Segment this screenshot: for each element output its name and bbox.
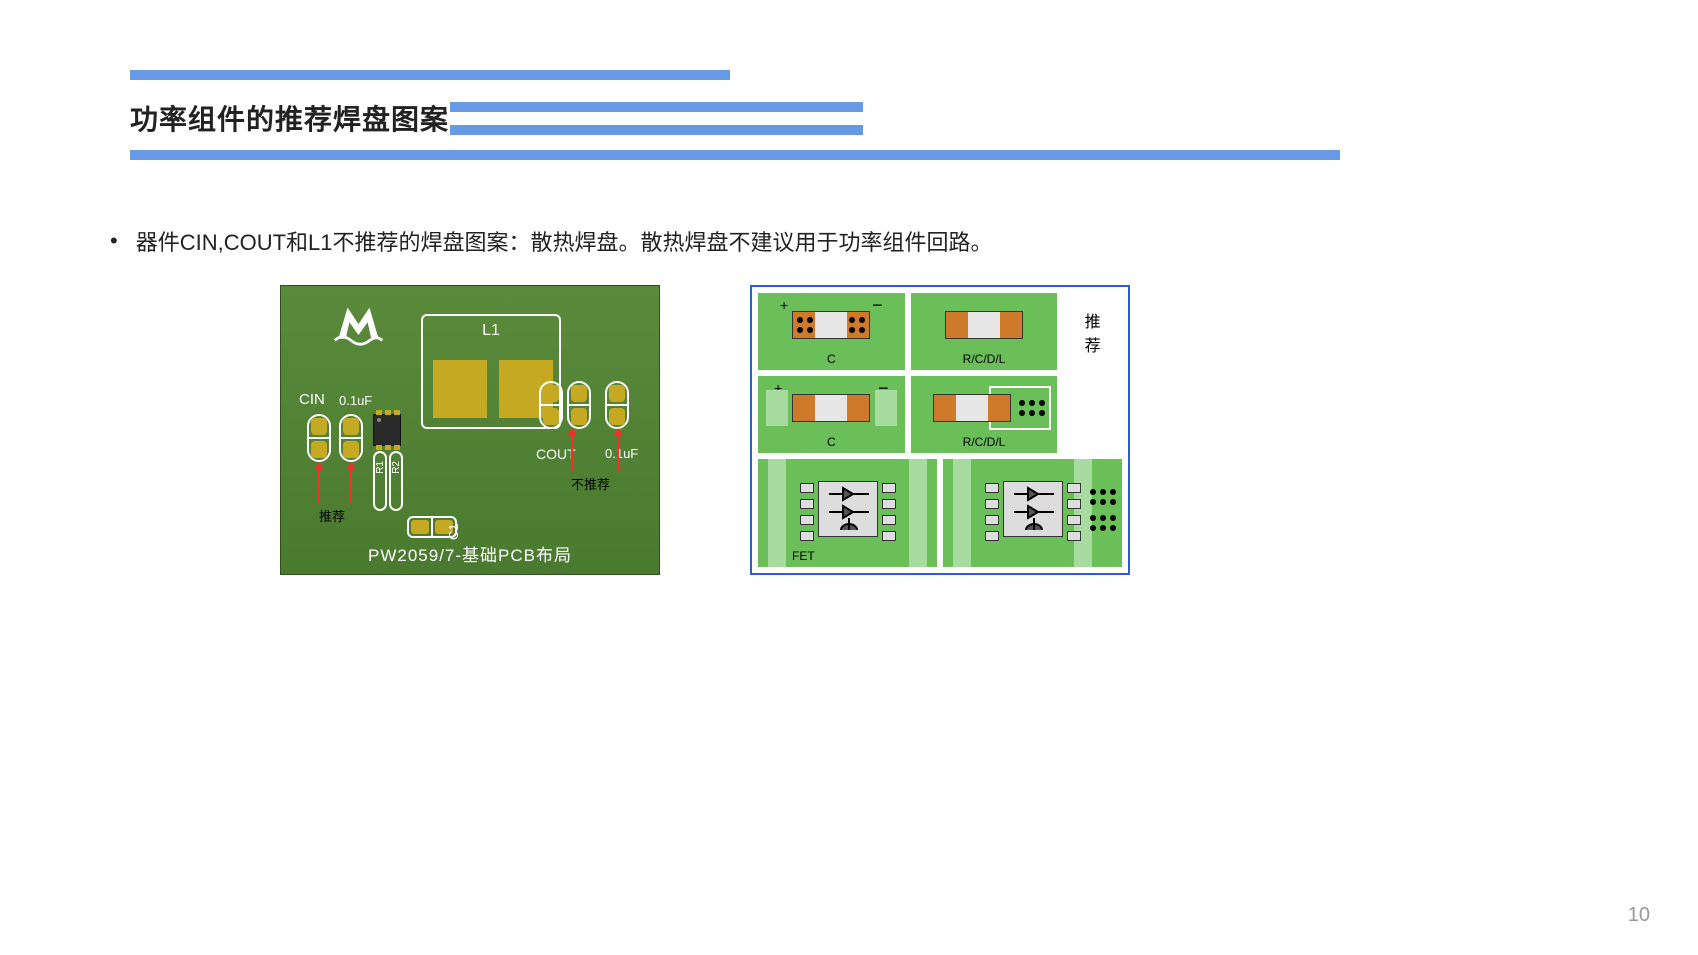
page-number: 10: [1628, 904, 1650, 927]
cin-cap: [307, 414, 331, 462]
l1-pad: [433, 360, 487, 418]
annotation-recommend: 推荐: [319, 506, 345, 525]
r1-label: R1: [375, 461, 386, 474]
fet-light-col: [768, 459, 786, 567]
cout-label: COUT: [536, 446, 576, 462]
cell-label: R/C/D/L: [911, 352, 1058, 366]
thermal-pad: [766, 390, 788, 426]
pcb-logo-icon: [331, 304, 386, 349]
page-title: 功率组件的推荐焊盘图案: [130, 98, 449, 138]
arrow-icon: [617, 434, 619, 472]
pad-cell-rcdl-rec: R/C/D/L: [911, 293, 1058, 370]
pcb-figure: L1 CIN 0.1uF R1 R2 C1 COUT 0.1uF: [280, 285, 660, 575]
plus-icon: +: [780, 297, 788, 313]
resistor-group: R1 R2: [373, 451, 403, 511]
smd-component: [933, 394, 1011, 422]
header-area: 功率组件的推荐焊盘图案: [130, 70, 1568, 94]
diagram-row: + − C R/C/D/L: [758, 376, 1122, 453]
pad-cell-c-rec: + − C: [758, 293, 905, 370]
pad-cell-c-notrec: + − C: [758, 376, 905, 453]
side-label-line: 推: [1085, 308, 1101, 332]
decorative-stripe: [130, 70, 730, 80]
figures-container: L1 CIN 0.1uF R1 R2 C1 COUT 0.1uF: [280, 285, 1130, 575]
smd-component: [792, 394, 870, 422]
cell-label: C: [758, 435, 905, 449]
pad-cell-fet-rec: FET: [758, 459, 937, 567]
pcb-caption: PW2059/7-基础PCB布局: [281, 541, 659, 566]
pad-cell-rcdl-notrec: R/C/D/L: [911, 376, 1058, 453]
decorative-stripe: [450, 125, 863, 135]
annotation-not-recommend: 不推荐: [571, 474, 610, 493]
fet-light-col: [953, 459, 971, 567]
pad-diagram: + − C R/C/D/L 推 荐 + −: [750, 285, 1130, 575]
arrow-icon: [571, 434, 573, 472]
cin-label: CIN: [299, 391, 325, 408]
l1-label: L1: [423, 322, 559, 340]
side-label-line: 荐: [1085, 332, 1101, 356]
fet-component: [800, 469, 896, 549]
bullet-dot: •: [110, 228, 118, 254]
cell-label: C: [758, 352, 905, 366]
fet-component: [985, 469, 1081, 549]
smd-component: [792, 311, 870, 339]
smd-component: [945, 311, 1023, 339]
uf1-label: 0.1uF: [339, 393, 372, 408]
cell-label: R/C/D/L: [911, 435, 1058, 449]
pad-cell-fet-notrec: [943, 459, 1122, 567]
bullet-text: 器件CIN,COUT和L1不推荐的焊盘图案：散热焊盘。散热焊盘不建议用于功率组件…: [136, 225, 993, 257]
cin-cap: [339, 414, 363, 462]
arrow-icon: [350, 468, 352, 503]
side-spacer: [1063, 376, 1122, 453]
ic-chip: [373, 414, 401, 446]
bullet-row: • 器件CIN,COUT和L1不推荐的焊盘图案：散热焊盘。散热焊盘不建议用于功率…: [110, 225, 993, 257]
diagram-row: + − C R/C/D/L 推 荐: [758, 293, 1122, 370]
thermal-pad: [875, 390, 897, 426]
diagram-row: FET: [758, 459, 1122, 567]
uf2-label: 0.1uF: [605, 446, 638, 461]
decorative-stripe: [130, 150, 1340, 160]
r2-label: R2: [391, 461, 402, 474]
arrow-icon: [318, 468, 320, 503]
minus-icon: −: [872, 295, 883, 316]
c1-label: C1: [446, 523, 461, 540]
side-label: 推 荐: [1063, 293, 1122, 370]
decorative-stripe: [450, 102, 863, 112]
cell-label: FET: [792, 549, 937, 563]
